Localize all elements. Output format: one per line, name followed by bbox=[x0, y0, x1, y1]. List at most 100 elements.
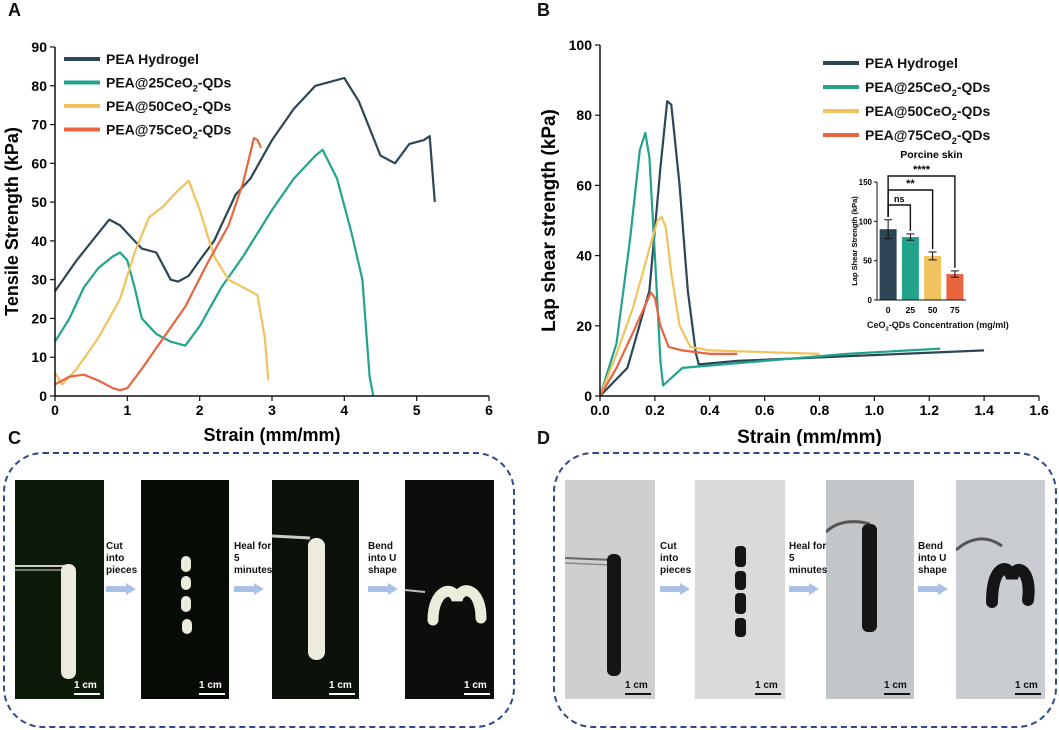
y-tick-label: 40 bbox=[576, 248, 592, 264]
inset-x-label: CeO2-QDs Concentration (mg/ml) bbox=[867, 320, 1009, 333]
inset-x-tick-label: 25 bbox=[906, 305, 916, 315]
inset-significance-label: ns bbox=[894, 194, 905, 204]
y-tick-label: 90 bbox=[31, 39, 47, 55]
step-arrow-icon bbox=[106, 583, 136, 595]
scale-label: 1 cm bbox=[625, 680, 648, 691]
step-text: into U bbox=[918, 553, 947, 564]
step-text: Cut bbox=[106, 541, 123, 552]
scale-bar bbox=[1015, 693, 1041, 695]
step-arrow-icon bbox=[368, 583, 398, 595]
x-tick-label: 1.2 bbox=[920, 402, 940, 418]
step-label-1: Cut into pieces bbox=[660, 541, 691, 577]
x-tick-label: 0.4 bbox=[700, 402, 720, 418]
y-tick-label: 100 bbox=[569, 37, 593, 53]
y-tick-label: 10 bbox=[31, 349, 47, 365]
scale-label: 1 cm bbox=[884, 680, 907, 691]
y-tick-label: 20 bbox=[576, 318, 592, 334]
series-line-3 bbox=[54, 137, 263, 392]
inset-y-tick-label: 50 bbox=[863, 257, 872, 266]
series-line-2 bbox=[54, 179, 270, 386]
step-label-1: Cut into pieces bbox=[106, 541, 137, 577]
legend-label-2: PEA@50CeO2-QDs bbox=[106, 98, 232, 117]
photo-3 bbox=[272, 480, 359, 699]
y-tick-label: 50 bbox=[31, 194, 47, 210]
x-tick-label: 0.2 bbox=[645, 402, 665, 418]
panel-d-frame bbox=[553, 452, 1057, 728]
y-tick-label: 0 bbox=[584, 388, 592, 404]
series-line-2 bbox=[598, 215, 820, 397]
scale-label: 1 cm bbox=[1015, 680, 1038, 691]
inset-bar-0 bbox=[879, 229, 897, 300]
legend-label-0: PEA Hydrogel bbox=[865, 55, 958, 71]
step-text: Bend bbox=[918, 541, 943, 552]
photo-2 bbox=[141, 480, 229, 699]
series-line-3 bbox=[599, 291, 738, 397]
scale-bar bbox=[884, 693, 910, 695]
series-line-0 bbox=[599, 100, 985, 397]
scale-bar bbox=[755, 693, 781, 695]
legend-label-3: PEA@75CeO2-QDs bbox=[865, 127, 991, 146]
x-tick-label: 4 bbox=[340, 402, 348, 418]
photo-4 bbox=[405, 480, 494, 699]
inset-bar-2 bbox=[924, 255, 942, 300]
step-arrow-icon bbox=[789, 583, 819, 595]
y-tick-label: 20 bbox=[31, 310, 47, 326]
step-arrow-icon bbox=[660, 583, 690, 595]
inset-x-tick-label: 0 bbox=[886, 305, 891, 315]
scale-label: 1 cm bbox=[74, 680, 97, 691]
series-line-1 bbox=[598, 131, 941, 397]
scale-bar bbox=[329, 693, 355, 695]
y-tick-label: 70 bbox=[31, 117, 47, 133]
step-text: Heal for bbox=[789, 541, 827, 552]
inset-y-label: Lap Shear Strength (kPa) bbox=[850, 196, 859, 286]
y-tick-label: 0 bbox=[39, 388, 47, 404]
step-text: Heal for bbox=[234, 541, 272, 552]
x-tick-label: 2 bbox=[196, 402, 204, 418]
legend-label-3: PEA@75CeO2-QDs bbox=[106, 122, 232, 141]
x-tick-label: 0.8 bbox=[810, 402, 830, 418]
step-text: Bend bbox=[368, 541, 393, 552]
x-tick-label: 1.6 bbox=[1029, 402, 1049, 418]
y-axis-label: Lap shear strength (kPa) bbox=[539, 109, 560, 332]
photo-1 bbox=[15, 480, 104, 699]
inset-significance-bracket bbox=[887, 204, 912, 231]
y-tick-label: 80 bbox=[576, 107, 592, 123]
chart-b-lap-shear: 0.0 0.2 0.4 0.6 0.8 1.0 1.2 1.4 1.6 0 20 40 60 80 100 S… bbox=[539, 37, 1049, 446]
scale-bar bbox=[199, 693, 225, 695]
inset-bar-1 bbox=[901, 237, 919, 300]
y-tick-label: 60 bbox=[31, 155, 47, 171]
step-text: pieces bbox=[106, 565, 138, 576]
step-text: pieces bbox=[660, 565, 692, 576]
panel-letter-b: B bbox=[537, 0, 550, 20]
panel-c-frame bbox=[3, 452, 515, 728]
scale-label: 1 cm bbox=[755, 680, 778, 691]
step-text: Cut bbox=[660, 541, 677, 552]
x-tick-label: 6 bbox=[485, 402, 493, 418]
inset-x-tick-label: 75 bbox=[950, 305, 960, 315]
y-tick-label: 80 bbox=[31, 78, 47, 94]
legend-label-1: PEA@25CeO2-QDs bbox=[106, 75, 232, 94]
legend-label-2: PEA@50CeO2-QDs bbox=[865, 103, 991, 122]
photo-1 bbox=[565, 480, 655, 699]
x-axis-label: Strain (mm/mm) bbox=[737, 427, 882, 446]
step-text: 5 bbox=[234, 553, 240, 564]
panel-letter-a: A bbox=[8, 0, 21, 20]
scale-label: 1 cm bbox=[199, 680, 222, 691]
y-axis-label: Tensile Strength (kPa) bbox=[2, 127, 22, 316]
series-line-0 bbox=[54, 76, 436, 292]
x-tick-label: 1 bbox=[123, 402, 131, 418]
y-tick-label: 40 bbox=[31, 233, 47, 249]
x-axis-label: Strain (mm/mm) bbox=[203, 425, 340, 445]
step-text: into bbox=[106, 553, 125, 564]
step-text: minutes bbox=[789, 565, 828, 576]
x-tick-label: 3 bbox=[268, 402, 276, 418]
x-tick-label: 5 bbox=[413, 402, 421, 418]
step-text: shape bbox=[368, 565, 397, 576]
inset-bar-3 bbox=[946, 274, 964, 300]
step-text: into U bbox=[368, 553, 397, 564]
panel-letter-d: D bbox=[537, 428, 550, 448]
